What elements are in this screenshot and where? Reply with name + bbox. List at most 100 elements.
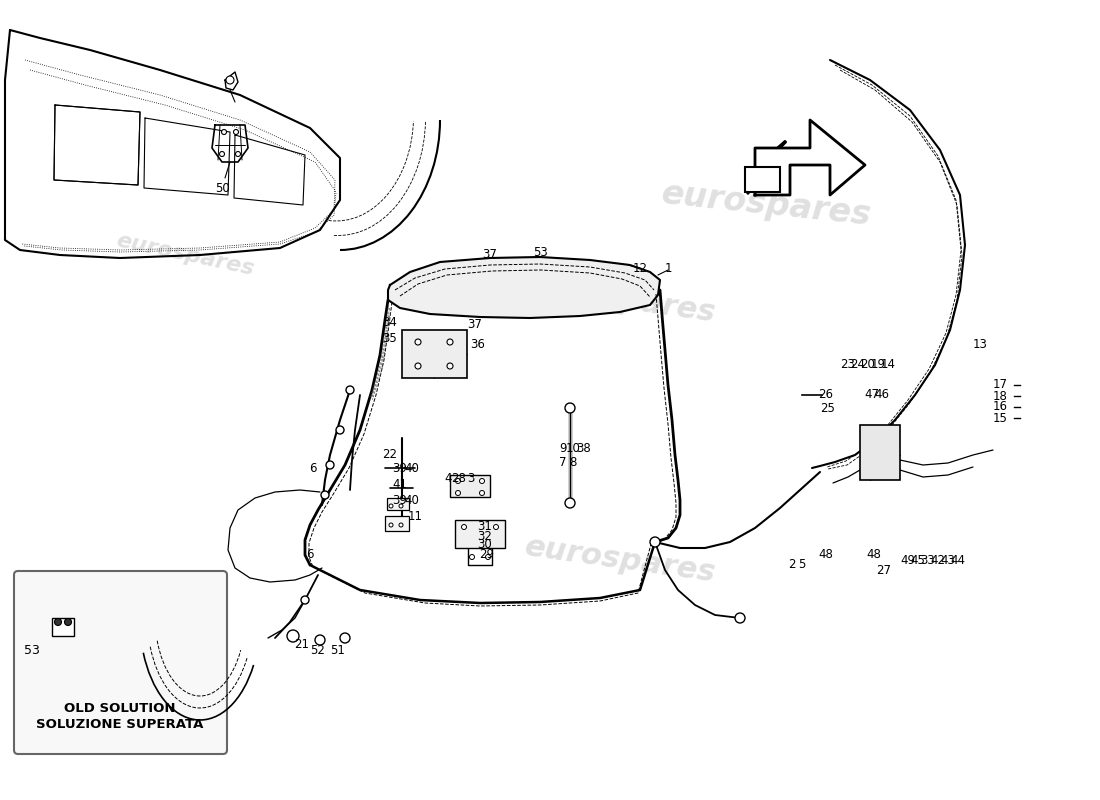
Text: 12: 12 (632, 262, 648, 274)
Circle shape (336, 426, 344, 434)
Circle shape (389, 523, 393, 527)
Polygon shape (388, 257, 660, 318)
Text: 20: 20 (860, 358, 876, 371)
Circle shape (315, 635, 324, 645)
Circle shape (480, 478, 484, 483)
Text: 32: 32 (477, 530, 493, 542)
Circle shape (480, 490, 484, 495)
Bar (860, 425, 900, 480)
Bar (745, 167, 780, 192)
Text: 6: 6 (309, 462, 317, 474)
Circle shape (650, 537, 660, 547)
Text: 53: 53 (532, 246, 548, 258)
Bar (450, 475, 490, 497)
Circle shape (226, 76, 234, 84)
Text: 40: 40 (405, 494, 419, 506)
Text: 41: 41 (393, 478, 407, 490)
Text: 39: 39 (393, 462, 407, 474)
Text: 25: 25 (821, 402, 835, 414)
Text: 43: 43 (940, 554, 956, 566)
Text: 24: 24 (850, 358, 866, 371)
Circle shape (447, 363, 453, 369)
Text: 17: 17 (992, 378, 1008, 391)
Text: 11: 11 (407, 510, 422, 523)
Text: 42: 42 (931, 554, 946, 566)
Text: 4: 4 (444, 471, 452, 485)
Text: 21: 21 (295, 638, 309, 651)
Circle shape (565, 403, 575, 413)
Text: 47: 47 (865, 389, 880, 402)
Circle shape (462, 525, 466, 530)
Text: 37: 37 (468, 318, 483, 331)
Text: 10: 10 (565, 442, 581, 454)
Circle shape (235, 151, 241, 157)
Circle shape (735, 613, 745, 623)
Circle shape (287, 630, 299, 642)
Text: eurospares: eurospares (114, 230, 256, 279)
Text: 35: 35 (383, 331, 397, 345)
Text: 2: 2 (789, 558, 795, 571)
Circle shape (220, 151, 224, 157)
Text: 49: 49 (901, 554, 915, 566)
Bar (455, 520, 505, 548)
Text: 7: 7 (559, 455, 566, 469)
Text: 36: 36 (471, 338, 485, 351)
Circle shape (326, 461, 334, 469)
Circle shape (447, 339, 453, 345)
Bar (52, 618, 74, 636)
Circle shape (221, 130, 227, 134)
Text: 45: 45 (911, 554, 925, 566)
Text: 15: 15 (992, 411, 1008, 425)
Circle shape (65, 618, 72, 626)
Text: 37: 37 (483, 249, 497, 262)
Text: 38: 38 (576, 442, 592, 454)
Circle shape (865, 466, 871, 472)
Text: 18: 18 (992, 390, 1008, 402)
Text: 26: 26 (818, 389, 834, 402)
Circle shape (399, 523, 403, 527)
Text: 50: 50 (214, 182, 230, 194)
Text: 29: 29 (480, 549, 495, 562)
Bar (387, 498, 409, 510)
Polygon shape (755, 120, 865, 195)
Text: eurospares: eurospares (660, 178, 873, 233)
Text: 48: 48 (867, 549, 881, 562)
Text: 52: 52 (310, 643, 326, 657)
Text: 44: 44 (950, 554, 966, 566)
Text: 14: 14 (880, 358, 895, 371)
Circle shape (565, 498, 575, 508)
Circle shape (415, 339, 421, 345)
Circle shape (346, 386, 354, 394)
Circle shape (389, 504, 393, 508)
Circle shape (415, 363, 421, 369)
Circle shape (886, 466, 891, 472)
Text: 48: 48 (818, 549, 834, 562)
Text: 1: 1 (664, 262, 672, 274)
Circle shape (301, 596, 309, 604)
Text: OLD SOLUTION: OLD SOLUTION (64, 702, 176, 714)
Circle shape (470, 554, 474, 559)
Text: 5: 5 (799, 558, 805, 571)
Bar (385, 516, 409, 531)
Text: 31: 31 (477, 521, 493, 534)
Text: SOLUZIONE SUPERATA: SOLUZIONE SUPERATA (36, 718, 204, 731)
Text: 3: 3 (468, 471, 475, 485)
Text: 13: 13 (972, 338, 988, 351)
Text: 27: 27 (877, 563, 891, 577)
Text: 46: 46 (874, 389, 890, 402)
Text: eurospares: eurospares (522, 272, 717, 328)
Text: 51: 51 (331, 643, 345, 657)
Circle shape (886, 434, 891, 440)
Circle shape (485, 554, 491, 559)
Circle shape (55, 618, 62, 626)
Circle shape (455, 478, 461, 483)
Circle shape (494, 525, 498, 530)
Text: 34: 34 (383, 315, 397, 329)
Text: 28: 28 (452, 471, 466, 485)
Text: 8: 8 (570, 455, 576, 469)
Circle shape (865, 434, 871, 440)
FancyBboxPatch shape (14, 571, 227, 754)
Text: 53: 53 (24, 643, 40, 657)
Circle shape (455, 490, 461, 495)
Text: 40: 40 (405, 462, 419, 474)
